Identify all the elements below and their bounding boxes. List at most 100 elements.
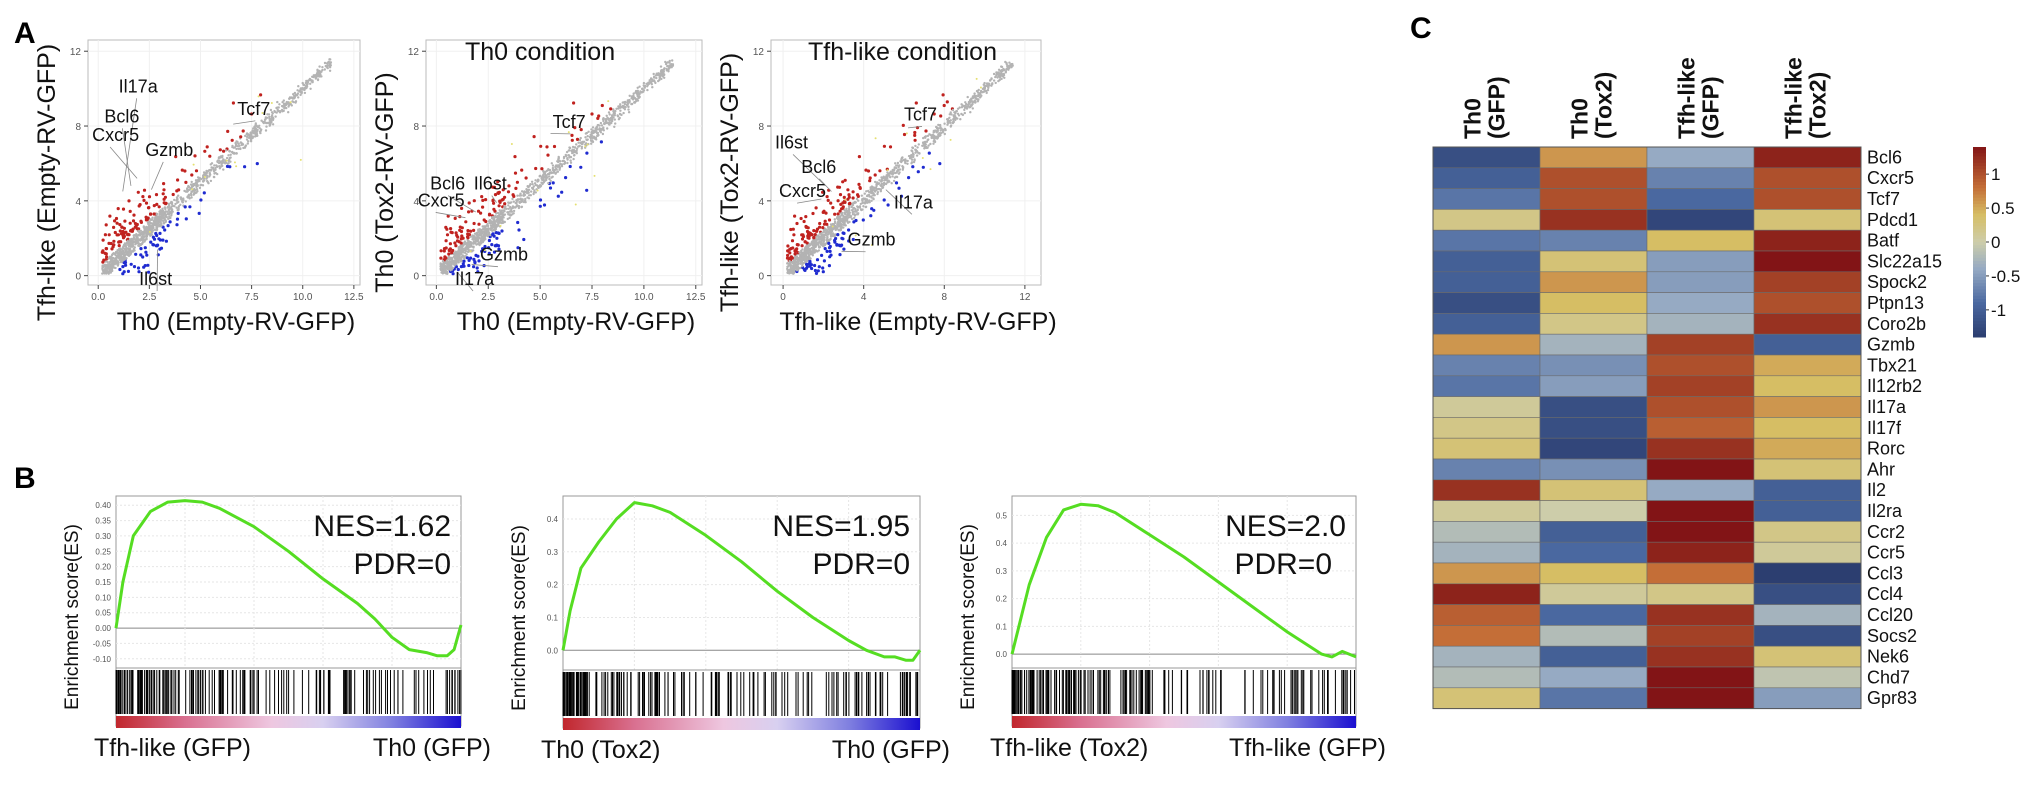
- data-point: [473, 235, 476, 238]
- data-point: [157, 205, 161, 209]
- data-point: [459, 257, 462, 261]
- data-point: [814, 229, 819, 233]
- data-point: [479, 211, 483, 215]
- nes-label: NES=2.0: [1225, 510, 1346, 543]
- data-point: [851, 196, 855, 200]
- data-point: [164, 213, 167, 216]
- data-point: [208, 175, 211, 178]
- data-point: [827, 264, 832, 268]
- data-point: [454, 231, 458, 235]
- data-point: [565, 150, 569, 154]
- data-point: [527, 191, 530, 194]
- data-point: [493, 193, 498, 197]
- data-point: [851, 237, 855, 242]
- data-point: [857, 155, 862, 159]
- heatmap-cell: [1432, 354, 1541, 377]
- data-point: [560, 163, 563, 166]
- data-point: [842, 195, 846, 199]
- data-point: [668, 65, 671, 69]
- data-point: [496, 180, 500, 184]
- data-point: [619, 103, 622, 106]
- data-point: [626, 102, 629, 106]
- data-point: [487, 230, 490, 233]
- data-point: [980, 94, 983, 97]
- data-point: [847, 193, 851, 197]
- data-point: [192, 163, 195, 166]
- data-point: [854, 234, 857, 237]
- data-point: [514, 186, 518, 190]
- data-point: [136, 236, 139, 239]
- data-point: [326, 66, 329, 70]
- y-tick-label: 12: [408, 47, 420, 58]
- heatmap-cell: [1539, 354, 1648, 377]
- data-point: [143, 246, 147, 250]
- data-point: [129, 245, 132, 248]
- heatmap-cell: [1646, 479, 1755, 501]
- data-point: [548, 168, 552, 172]
- nes-label: NES=1.95: [772, 510, 910, 543]
- gene-label-leader: [121, 128, 132, 186]
- data-point: [994, 81, 997, 85]
- column-header: Th0: [1460, 98, 1486, 139]
- data-point: [858, 185, 862, 190]
- data-point: [534, 166, 538, 171]
- data-point: [497, 221, 500, 224]
- data-point: [791, 246, 795, 250]
- data-point: [1000, 74, 1003, 77]
- data-point: [668, 61, 671, 64]
- data-point: [869, 188, 872, 191]
- data-point: [914, 148, 917, 151]
- heatmap-cell: [1432, 562, 1541, 585]
- data-point: [304, 85, 308, 88]
- data-point: [203, 179, 206, 182]
- data-point: [613, 110, 616, 113]
- data-point: [162, 222, 166, 225]
- data-point: [475, 266, 479, 270]
- data-point: [870, 199, 873, 202]
- data-point: [144, 218, 148, 222]
- data-point: [926, 138, 929, 142]
- data-point: [667, 70, 670, 73]
- data-point: [861, 197, 864, 201]
- data-point: [301, 81, 304, 85]
- left-phenotype-label: Tfh-like (GFP): [94, 734, 251, 762]
- data-point: [513, 171, 518, 175]
- data-point: [186, 196, 190, 199]
- data-point: [596, 124, 599, 127]
- data-point: [237, 147, 240, 150]
- data-point: [549, 179, 552, 183]
- y-tick-label: 8: [413, 122, 419, 133]
- data-point: [204, 174, 208, 177]
- data-point: [573, 126, 577, 130]
- data-point: [614, 122, 617, 125]
- gene-label: Il17a: [119, 76, 159, 96]
- data-point: [493, 217, 496, 221]
- data-point: [943, 122, 946, 125]
- data-point: [937, 123, 940, 127]
- data-point: [454, 251, 457, 254]
- data-point: [221, 154, 224, 158]
- data-point: [521, 198, 524, 202]
- data-point: [529, 194, 532, 197]
- gene-label-leader: [456, 271, 474, 292]
- data-point: [868, 179, 872, 183]
- data-point: [497, 217, 500, 220]
- data-point: [546, 153, 550, 157]
- data-point: [229, 153, 232, 156]
- pdr-label: PDR=0: [353, 548, 451, 581]
- data-point: [203, 149, 207, 153]
- row-label: Gzmb: [1867, 335, 1915, 355]
- data-point: [463, 257, 466, 260]
- data-point: [225, 159, 228, 162]
- data-point: [218, 159, 221, 162]
- column-header: Tfh-like: [1674, 57, 1700, 139]
- data-point: [870, 195, 873, 198]
- data-point: [472, 265, 476, 269]
- data-point: [486, 222, 489, 226]
- data-point: [590, 142, 593, 145]
- data-point: [121, 260, 124, 263]
- data-point: [895, 166, 898, 170]
- data-point: [814, 271, 819, 275]
- data-point: [154, 222, 158, 225]
